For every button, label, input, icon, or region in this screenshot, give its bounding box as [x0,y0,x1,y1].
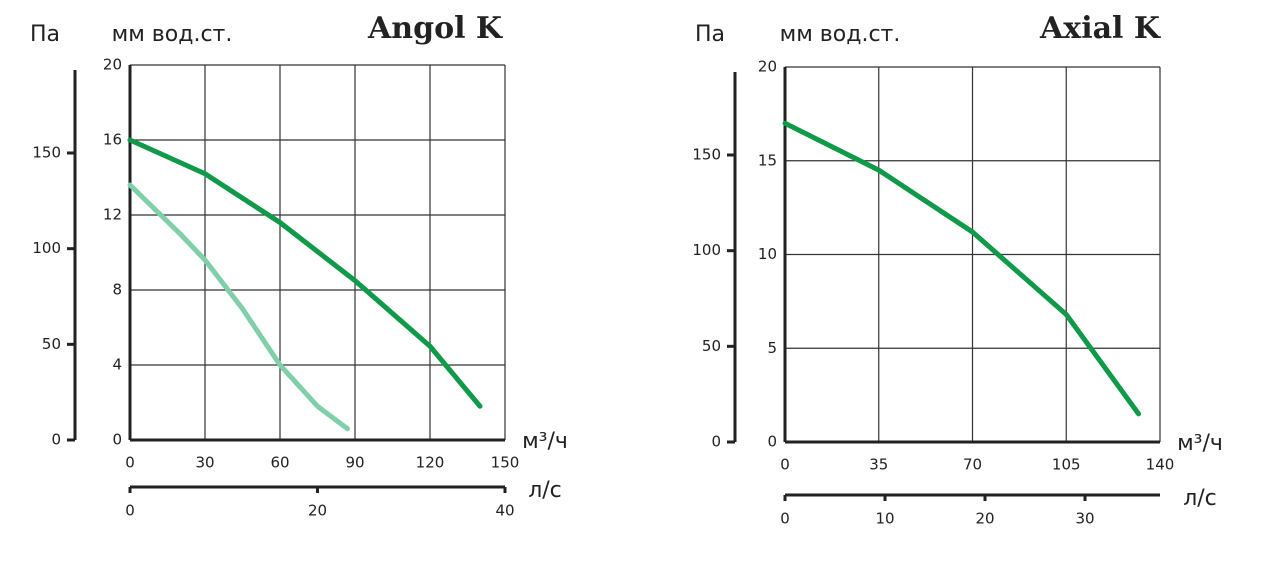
x-tick-label: 70 [963,456,982,474]
y2-tick-label: 0 [711,433,721,451]
y-tick-label: 16 [103,131,122,149]
y2-tick-label: 150 [692,146,721,164]
x2-tick-label: 20 [975,510,994,528]
y-tick-label: 20 [103,56,122,74]
x2-tick-label: 10 [875,510,894,528]
y-axis-label: мм вод.ст. [112,22,233,47]
y-tick-label: 0 [112,431,122,449]
y2-tick-label: 0 [51,431,61,449]
x2-tick-label: 40 [495,502,514,520]
x-tick-label: 150 [491,454,520,472]
chart-title: Angol K [367,11,503,46]
curve [782,120,1142,417]
x-axis-label: м³/ч [522,429,568,454]
y-tick-label: 10 [758,245,777,263]
x-tick-label: 0 [780,456,790,474]
x2-tick-label: 30 [1075,510,1094,528]
y2-tick-label: 100 [32,239,61,257]
y-tick-label: 0 [767,433,777,451]
y2-tick-label: 150 [32,144,61,162]
chart-title: Axial K [1039,11,1161,46]
y2-tick-label: 50 [42,335,61,353]
x-tick-label: 0 [125,454,135,472]
curve [127,137,483,409]
x-tick-label: 35 [869,456,888,474]
x-tick-label: 120 [416,454,445,472]
x2-axis-label: л/с [528,478,562,503]
curve [127,182,350,432]
y-axis-label: мм вод.ст. [780,22,901,47]
x-axis-label: м³/ч [1177,431,1223,456]
x-tick-label: 140 [1146,456,1175,474]
y-tick-label: 4 [112,356,122,374]
x2-tick-label: 0 [125,502,135,520]
x-tick-label: 105 [1052,456,1081,474]
x2-tick-label: 0 [780,510,790,528]
x2-axis-label: л/с [1183,486,1217,511]
y2-tick-label: 50 [702,337,721,355]
x2-tick-label: 20 [308,502,327,520]
x-tick-label: 30 [195,454,214,472]
y-tick-label: 12 [103,206,122,224]
y2-tick-label: 100 [692,241,721,259]
y-tick-label: 15 [758,151,777,169]
y-tick-label: 20 [758,58,777,76]
x-tick-label: 90 [345,454,364,472]
y2-axis-label: Па [30,22,60,47]
y2-axis-label: Па [695,22,725,47]
x-tick-label: 60 [270,454,289,472]
y-tick-label: 5 [767,339,777,357]
y-tick-label: 8 [112,281,122,299]
